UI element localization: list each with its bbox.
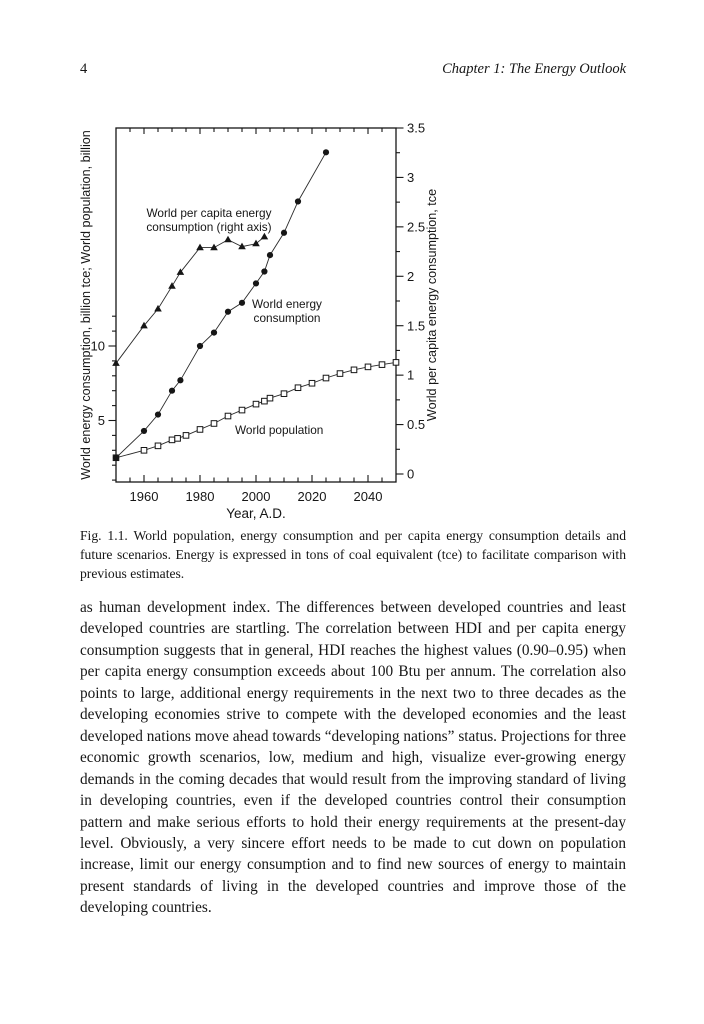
figure-caption: Fig. 1.1. World population, energy consu… [80, 528, 626, 581]
left-axis-tick-label: 5 [98, 413, 105, 428]
x-axis-title: Year, A.D. [226, 506, 286, 521]
marker-square [168, 436, 176, 444]
x-axis-tick-label: 1980 [186, 489, 215, 504]
marker-square [238, 406, 246, 414]
marker-circle [224, 308, 232, 315]
marker-circle [140, 427, 148, 435]
x-axis-tick-label: 2020 [298, 489, 327, 504]
marker-triangle [140, 321, 148, 329]
marker-triangle [238, 242, 246, 250]
marker-circle [261, 268, 268, 275]
marker-square [224, 412, 232, 420]
marker-square [294, 384, 302, 392]
chart-annotation: World population [235, 423, 323, 437]
marker-triangle [176, 268, 185, 275]
marker-square [350, 366, 358, 374]
marker-triangle [210, 243, 218, 251]
marker-circle [238, 299, 246, 306]
marker-circle [168, 387, 176, 394]
right-axis-tick-label: 3.5 [407, 121, 425, 136]
marker-triangle [252, 239, 260, 247]
marker-triangle [154, 304, 162, 312]
chart-annotation: consumption (right axis) [146, 220, 271, 234]
marker-circle [177, 377, 184, 384]
marker-square [182, 432, 190, 439]
marker-triangle [168, 282, 176, 289]
marker-triangle [196, 243, 204, 251]
right-axis-tick-label: 2.5 [407, 219, 425, 234]
right-axis-tick-label: 3 [407, 170, 414, 185]
marker-square [140, 447, 148, 454]
marker-circle [112, 454, 120, 461]
right-axis-title: World per capita energy consumption, tce [425, 189, 439, 421]
marker-square [154, 442, 162, 450]
chart-annotation: World energy [252, 297, 322, 311]
right-axis-tick-label: 0.5 [407, 417, 425, 432]
marker-square [210, 420, 218, 427]
marker-circle [196, 342, 204, 350]
right-axis-tick-label: 2 [407, 269, 414, 284]
marker-circle [266, 252, 274, 259]
marker-triangle [112, 359, 120, 366]
marker-square [261, 397, 268, 405]
chart-annotation: consumption [254, 311, 321, 325]
marker-triangle [260, 232, 269, 240]
page-number: 4 [80, 61, 88, 77]
marker-square [336, 370, 344, 377]
chart-annotation: World per capita energy [146, 206, 271, 220]
marker-square [196, 426, 204, 433]
marker-circle [210, 329, 218, 336]
running-head-title: Chapter 1: The Energy Outlook [442, 61, 626, 77]
figure-1-1-chart: 1960 1980 2000 2020 2040 5 10 0 0.5 1 1.5 2 2.5 3 3.5 Y… [79, 121, 439, 521]
right-axis-tick-label: 0 [407, 467, 414, 482]
marker-circle [154, 411, 162, 418]
x-axis-tick-label: 2000 [242, 489, 271, 504]
left-axis-title: World energy consumption, billion tce; W… [79, 130, 93, 480]
marker-square [322, 374, 330, 382]
marker-circle [252, 280, 260, 287]
x-axis-tick-label: 1960 [130, 489, 159, 504]
marker-square [252, 400, 260, 408]
marker-square [392, 359, 400, 366]
marker-square [280, 390, 288, 397]
marker-circle [280, 229, 288, 236]
marker-square [364, 363, 372, 371]
marker-circle [322, 149, 330, 156]
marker-square [174, 435, 181, 442]
right-axis-tick-label: 1.5 [407, 318, 425, 333]
right-axis-tick-label: 1 [407, 368, 414, 383]
running-header: 4 Chapter 1: The Energy Outlook [80, 61, 626, 78]
left-axis-tick-label: 10 [91, 339, 105, 354]
marker-square [378, 361, 386, 368]
body-paragraph: as human development index. The differen… [80, 599, 626, 917]
marker-square [266, 394, 274, 402]
marker-circle [294, 198, 302, 205]
marker-square [308, 379, 316, 387]
marker-triangle [224, 235, 232, 243]
x-axis-tick-label: 2040 [354, 489, 383, 504]
